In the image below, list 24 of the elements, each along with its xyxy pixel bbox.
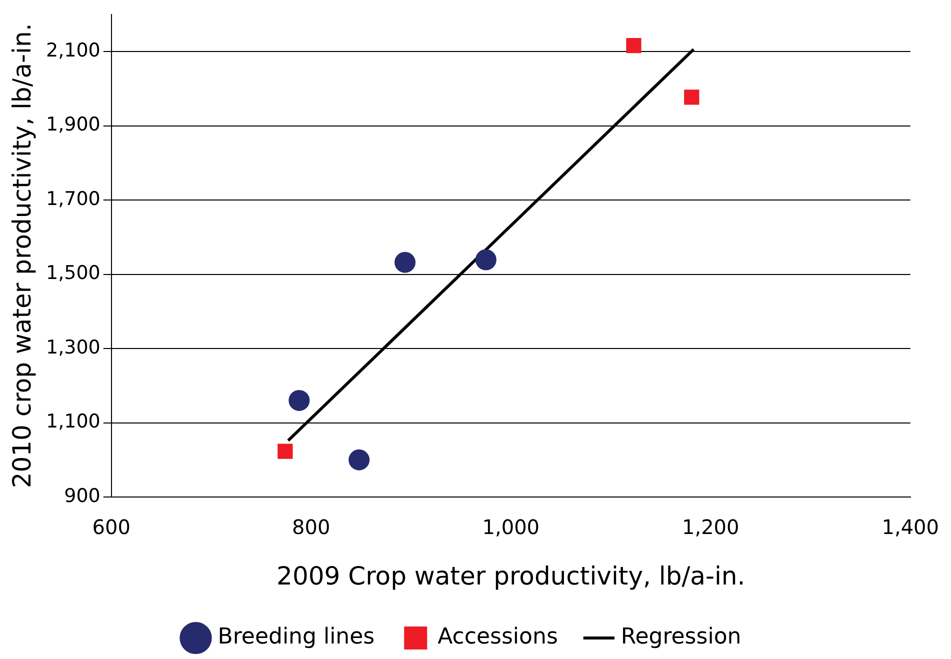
- y-tick-label: 900: [64, 484, 100, 507]
- y-tick-label: 1,500: [46, 262, 100, 284]
- x-tick-label: 600: [92, 515, 130, 540]
- x-tick-label: 1,000: [482, 515, 540, 540]
- point: [394, 252, 416, 273]
- legend-label: Accessions: [438, 624, 558, 650]
- x-tick-label: 800: [292, 515, 330, 540]
- y-tick-label: 1,700: [46, 188, 100, 210]
- y-tick-label: 1,100: [46, 410, 100, 433]
- x-tick-label: 1,400: [882, 515, 940, 540]
- point: [626, 38, 642, 54]
- point: [288, 390, 310, 411]
- point: [684, 90, 700, 105]
- y-tick-label: 1,300: [46, 336, 100, 358]
- y-tick-label: 1,900: [46, 114, 100, 136]
- x-tick-label: 1,200: [682, 515, 740, 540]
- x-axis-title: 2009 Crop water productivity, lb/a-in.: [276, 562, 746, 590]
- legend-label: Regression: [620, 624, 742, 650]
- point: [278, 444, 293, 459]
- y-tick-label: 2,100: [46, 39, 100, 62]
- point: [475, 249, 496, 270]
- legend-label: Breeding lines: [218, 624, 375, 650]
- y-axis-title: 2010 crop water productivity, lb/a-in.: [8, 23, 36, 488]
- point: [348, 449, 370, 470]
